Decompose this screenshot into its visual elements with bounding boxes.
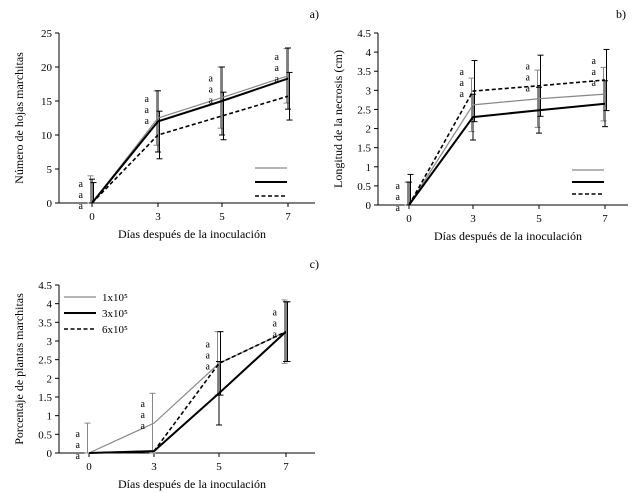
significance-letter: a (209, 96, 214, 107)
x-tick-label: 7 (602, 213, 608, 225)
significance-letter: a (76, 429, 81, 440)
significance-letter: a (275, 63, 280, 74)
series-line-1 (408, 93, 606, 206)
x-tick-label: 5 (536, 213, 542, 225)
significance-letter: a (275, 74, 280, 85)
significance-letter: a (145, 116, 150, 127)
significance-letter: a (396, 181, 401, 192)
significance-letter: a (592, 78, 597, 89)
significance-letter: a (592, 67, 597, 78)
significance-letter: a (275, 52, 280, 63)
significance-letter: a (145, 105, 150, 116)
x-tick-label: 3 (155, 211, 161, 223)
x-tick-label: 0 (86, 461, 92, 473)
x-tick-label: 7 (285, 211, 291, 223)
x-tick-label: 0 (406, 213, 412, 225)
y-tick-label: 0 (47, 198, 53, 210)
significance-letter: a (273, 308, 278, 319)
significance-letter: a (209, 85, 214, 96)
y-tick-label: 5 (47, 164, 53, 176)
series-line-1 (88, 331, 287, 454)
x-axis-label: Días después de la inoculación (118, 227, 266, 241)
x-axis-label: Días después de la inoculación (434, 229, 582, 243)
y-tick-label: 2 (47, 373, 53, 385)
significance-letter: a (206, 361, 211, 372)
x-tick-label: 5 (219, 211, 225, 223)
y-tick-label: 25 (41, 28, 53, 40)
significance-letter: a (273, 319, 278, 330)
significance-letter: a (76, 440, 81, 451)
x-tick-label: 3 (151, 461, 157, 473)
significance-letter: a (206, 350, 211, 361)
y-tick-label: 0 (47, 448, 53, 460)
significance-letter: a (460, 89, 465, 100)
chart-panel-1: 0 5 10 15 20 25 0 3 5 7 Días después de la inocula… (12, 7, 319, 241)
significance-letter: a (209, 74, 214, 85)
significance-letter: a (396, 203, 401, 214)
legend-label: 3x10⁵ (102, 308, 128, 320)
series-line-1 (91, 75, 289, 204)
significance-letter: a (526, 84, 531, 95)
significance-letter: a (141, 410, 146, 421)
chart-panel-2: 0 0.5 1 1.5 2 2.5 3 3.5 4 4.5 0 3 5 7 Días después de … (331, 7, 628, 243)
y-tick-label: 1 (47, 411, 53, 423)
y-axis-label: Número de hojas marchitas (12, 52, 26, 184)
significance-letter: a (273, 330, 278, 341)
y-tick-label: 15 (41, 96, 53, 108)
y-axis-label: Porcentaje de plantas marchitas (12, 293, 26, 445)
y-tick-label: 4.5 (357, 28, 371, 40)
significance-letter: a (76, 451, 81, 462)
panel-label: a) (310, 7, 319, 21)
y-tick-label: 4 (366, 47, 372, 59)
series-line-3 (88, 330, 287, 454)
significance-letter: a (79, 179, 84, 190)
y-tick-label: 1.5 (38, 392, 52, 404)
legend-label: 1x10⁵ (102, 292, 128, 304)
legend-label: 6x10⁵ (102, 324, 128, 336)
y-tick-label: 1 (366, 162, 372, 174)
significance-letter: a (141, 399, 146, 410)
y-tick-label: 0.5 (38, 429, 52, 441)
y-tick-label: 20 (41, 62, 53, 74)
y-tick-label: 10 (41, 130, 53, 142)
y-tick-label: 0 (366, 200, 372, 212)
significance-letter: a (141, 421, 146, 432)
significance-letter: a (526, 73, 531, 84)
y-tick-label: 3 (366, 85, 372, 97)
y-tick-label: 0.5 (357, 181, 371, 193)
significance-letter: a (592, 56, 597, 67)
y-tick-label: 3.5 (38, 317, 52, 329)
significance-letter: a (460, 67, 465, 78)
y-tick-label: 2.5 (38, 355, 52, 367)
series-line-3 (408, 79, 606, 206)
significance-letter: a (206, 339, 211, 350)
significance-letter: a (460, 78, 465, 89)
series-line-2 (91, 77, 289, 204)
x-tick-label: 0 (89, 211, 95, 223)
x-tick-label: 5 (216, 461, 222, 473)
x-tick-label: 3 (470, 213, 476, 225)
y-tick-label: 2.5 (357, 104, 371, 116)
x-tick-label: 7 (283, 461, 289, 473)
panel-label: c) (310, 257, 319, 271)
significance-letter: a (79, 190, 84, 201)
y-tick-label: 4.5 (38, 280, 52, 292)
y-tick-label: 1.5 (357, 143, 371, 155)
series-line-3 (91, 95, 289, 204)
y-tick-label: 3 (47, 336, 53, 348)
y-tick-label: 4 (47, 299, 53, 311)
x-axis-label: Días después de la inoculación (118, 477, 266, 491)
significance-letter: a (396, 192, 401, 203)
y-tick-label: 3.5 (357, 66, 371, 78)
panel-label: b) (616, 7, 626, 21)
chart-panel-3: 0 0.5 1 1.5 2 2.5 3 3.5 4 4.5 0 3 5 7 Días después de … (12, 257, 319, 491)
y-tick-label: 2 (366, 124, 372, 136)
significance-letter: a (145, 94, 150, 105)
series-line-2 (408, 102, 606, 206)
significance-letter: a (526, 62, 531, 73)
y-axis-label: Longitud de la necrosis (cm) (331, 50, 345, 188)
significance-letter: a (79, 201, 84, 212)
